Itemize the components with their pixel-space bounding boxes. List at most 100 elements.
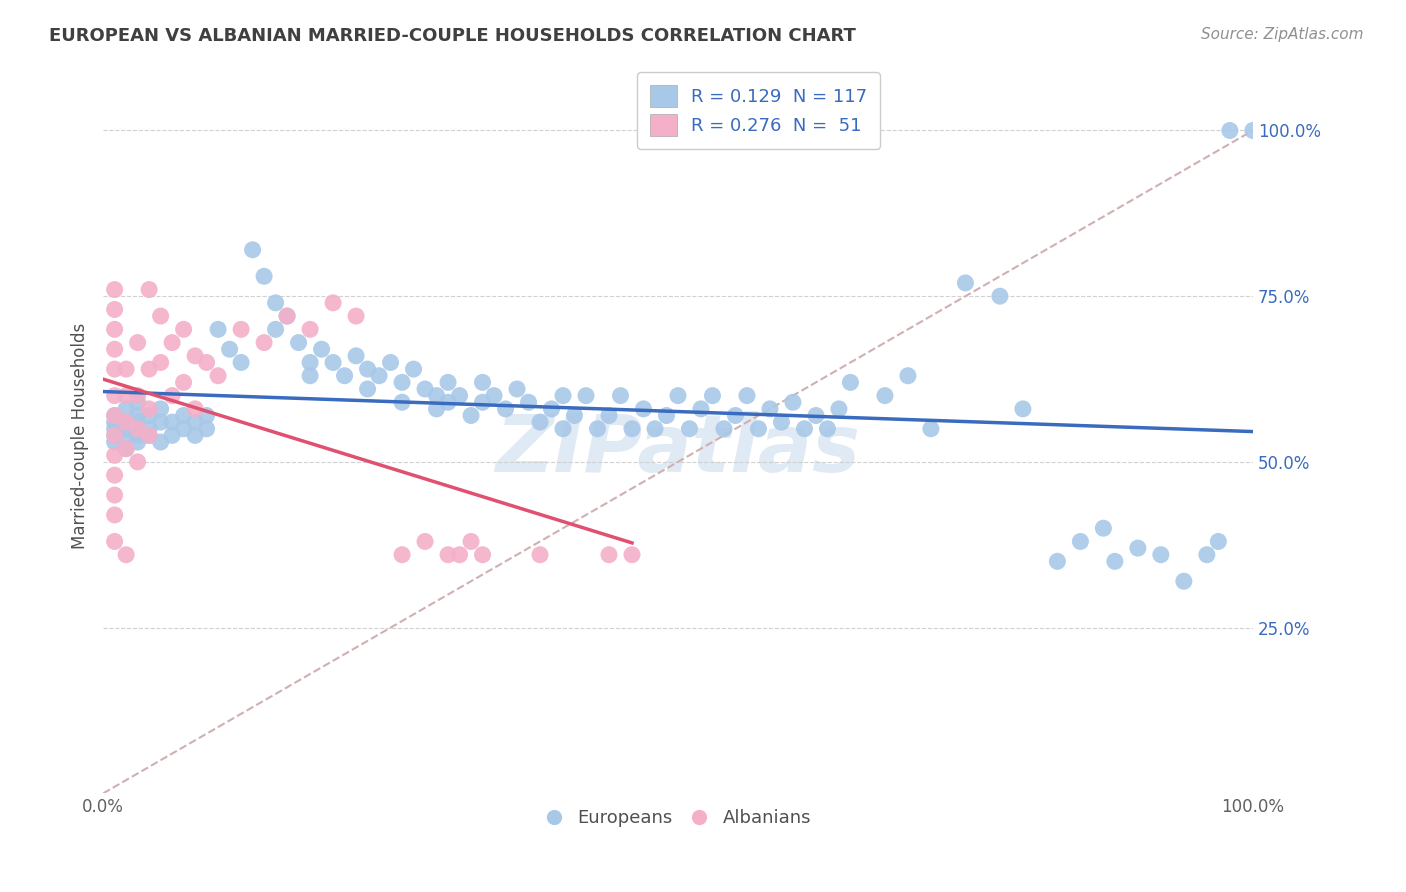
Point	[127, 428, 149, 442]
Point	[104, 508, 127, 522]
Point	[195, 355, 218, 369]
Legend: Europeans, Albanians: Europeans, Albanians	[537, 802, 818, 834]
Y-axis label: Married-couple Households: Married-couple Households	[72, 322, 89, 549]
Point	[460, 409, 482, 423]
Point	[1241, 123, 1264, 137]
Point	[873, 389, 896, 403]
Point	[104, 409, 127, 423]
Point	[609, 389, 631, 403]
Point	[1150, 548, 1173, 562]
Point	[138, 283, 160, 297]
Point	[149, 401, 172, 416]
Point	[127, 395, 149, 409]
Point	[104, 283, 127, 297]
Point	[529, 415, 551, 429]
Point	[184, 401, 207, 416]
Point	[127, 435, 149, 450]
Point	[184, 415, 207, 429]
Point	[115, 422, 138, 436]
Point	[402, 362, 425, 376]
Point	[1195, 548, 1218, 562]
Point	[460, 534, 482, 549]
Point	[540, 401, 562, 416]
Point	[356, 362, 378, 376]
Point	[104, 415, 127, 429]
Point	[138, 422, 160, 436]
Point	[828, 401, 851, 416]
Point	[104, 322, 127, 336]
Point	[322, 355, 344, 369]
Point	[482, 389, 505, 403]
Point	[104, 448, 127, 462]
Point	[115, 389, 138, 403]
Point	[449, 389, 471, 403]
Point	[253, 335, 276, 350]
Point	[299, 368, 322, 383]
Point	[1069, 534, 1091, 549]
Point	[413, 382, 436, 396]
Point	[356, 382, 378, 396]
Point	[264, 295, 287, 310]
Point	[471, 548, 494, 562]
Point	[598, 548, 620, 562]
Point	[149, 309, 172, 323]
Point	[173, 376, 195, 390]
Point	[598, 409, 620, 423]
Point	[702, 389, 724, 403]
Point	[633, 401, 655, 416]
Point	[988, 289, 1011, 303]
Point	[471, 376, 494, 390]
Point	[138, 401, 160, 416]
Point	[678, 422, 700, 436]
Point	[127, 415, 149, 429]
Point	[551, 422, 574, 436]
Point	[368, 368, 391, 383]
Point	[115, 415, 138, 429]
Point	[149, 435, 172, 450]
Point	[149, 415, 172, 429]
Point	[437, 376, 460, 390]
Point	[104, 389, 127, 403]
Point	[1173, 574, 1195, 589]
Point	[299, 322, 322, 336]
Text: Source: ZipAtlas.com: Source: ZipAtlas.com	[1201, 27, 1364, 42]
Point	[517, 395, 540, 409]
Point	[104, 302, 127, 317]
Point	[104, 534, 127, 549]
Point	[115, 442, 138, 456]
Point	[299, 355, 322, 369]
Point	[380, 355, 402, 369]
Point	[104, 488, 127, 502]
Point	[104, 428, 127, 442]
Point	[391, 548, 413, 562]
Point	[666, 389, 689, 403]
Text: ZIPatlas: ZIPatlas	[495, 410, 860, 489]
Point	[793, 422, 815, 436]
Point	[690, 401, 713, 416]
Point	[897, 368, 920, 383]
Point	[127, 455, 149, 469]
Point	[115, 401, 138, 416]
Point	[437, 548, 460, 562]
Point	[506, 382, 529, 396]
Point	[195, 422, 218, 436]
Point	[1219, 123, 1241, 137]
Point	[311, 343, 333, 357]
Point	[391, 376, 413, 390]
Point	[127, 422, 149, 436]
Point	[207, 368, 229, 383]
Point	[724, 409, 747, 423]
Point	[138, 428, 160, 442]
Point	[529, 548, 551, 562]
Point	[195, 409, 218, 423]
Point	[735, 389, 758, 403]
Point	[344, 349, 367, 363]
Point	[782, 395, 804, 409]
Point	[149, 355, 172, 369]
Point	[104, 435, 127, 450]
Point	[115, 548, 138, 562]
Point	[104, 428, 127, 442]
Point	[207, 322, 229, 336]
Point	[115, 362, 138, 376]
Point	[104, 343, 127, 357]
